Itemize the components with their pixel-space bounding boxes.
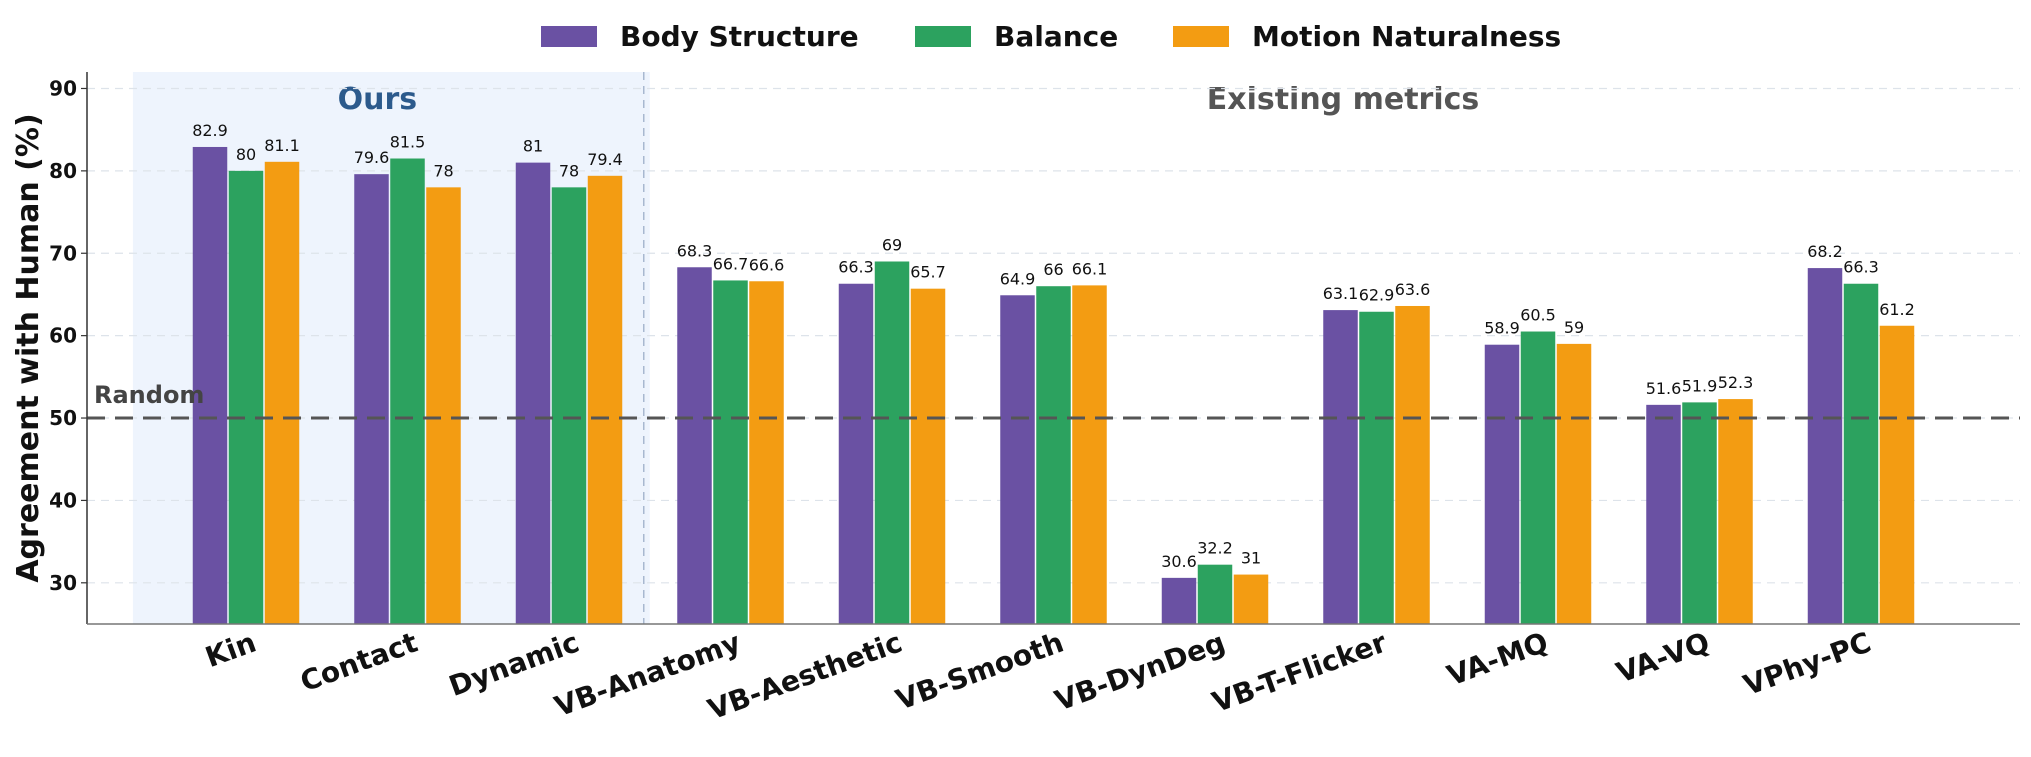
- x-category-label: VB-Smooth: [891, 626, 1067, 717]
- data-label: 31: [1241, 549, 1261, 568]
- x-category-label: VA-VQ: [1612, 626, 1714, 690]
- data-label: 66.3: [1843, 258, 1879, 277]
- x-category-label: VB-T-Flicker: [1208, 626, 1391, 720]
- bar: [1879, 325, 1915, 624]
- data-label: 78: [559, 161, 579, 180]
- data-label: 59: [1564, 318, 1584, 337]
- y-tick-label: 70: [49, 241, 77, 265]
- data-label: 66.3: [838, 258, 874, 277]
- legend-layer: Body Structure Balance Motion Naturalness: [541, 20, 1561, 53]
- bar: [192, 146, 228, 624]
- bar: [713, 280, 748, 624]
- bar: [228, 170, 264, 625]
- bar: [1233, 574, 1269, 624]
- y-axis-title: Agreement with Human (%): [11, 113, 46, 582]
- y-tick-label: 30: [49, 571, 77, 595]
- data-label: 63.6: [1395, 280, 1431, 299]
- bar: [1556, 343, 1592, 624]
- data-label: 68.2: [1807, 242, 1843, 261]
- bar: [1484, 344, 1520, 624]
- data-label: 66.7: [713, 254, 749, 273]
- data-label: 58.9: [1484, 319, 1520, 338]
- data-label: 65.7: [910, 263, 946, 282]
- legend-swatch: [915, 26, 971, 47]
- data-label: 81.1: [264, 136, 300, 155]
- data-label: 68.3: [677, 241, 713, 260]
- bar: [749, 281, 784, 624]
- bar: [354, 174, 389, 624]
- x-category-label: Contact: [296, 626, 422, 699]
- data-label: 82.9: [192, 121, 228, 140]
- existing-region-label: Existing metrics: [1207, 82, 1480, 117]
- bar: [587, 175, 623, 624]
- x-category-label: Kin: [201, 626, 260, 675]
- bar: [1520, 331, 1556, 624]
- legend-label: Motion Naturalness: [1252, 20, 1561, 53]
- bar: [1323, 310, 1358, 624]
- data-label: 63.1: [1323, 284, 1359, 303]
- bar: [1072, 285, 1107, 624]
- data-label: 81.5: [390, 133, 426, 152]
- legend-label: Body Structure: [620, 20, 859, 53]
- data-label: 64.9: [1000, 269, 1036, 288]
- x-category-label: VPhy-PC: [1739, 626, 1875, 703]
- ours-region-label: Ours: [338, 82, 418, 117]
- bar: [426, 187, 461, 625]
- regions-layer: Ours Existing metrics: [132, 72, 1480, 624]
- y-tick-label: 50: [49, 406, 77, 430]
- data-label: 51.6: [1646, 379, 1682, 398]
- data-label: 51.9: [1682, 376, 1718, 395]
- bars-layer: [192, 146, 1915, 625]
- bar: [551, 187, 587, 625]
- bar: [1395, 305, 1430, 624]
- y-tick-label: 60: [49, 324, 77, 348]
- bar: [1197, 564, 1233, 624]
- labels-layer: 82.9 79.6 81 68.3 66.3 64.9 30.6 63.1 58.9 51.6 68…: [87, 121, 2020, 571]
- bar: [390, 158, 425, 625]
- bar: [1161, 577, 1197, 624]
- data-label: 80: [236, 145, 256, 164]
- data-label: 30.6: [1161, 552, 1197, 571]
- data-label: 52.3: [1718, 373, 1754, 392]
- bar: [264, 161, 300, 624]
- x-category-label: VA-MQ: [1443, 626, 1553, 693]
- bar: [874, 261, 910, 624]
- data-label: 61.2: [1879, 300, 1915, 319]
- legend-swatch: [541, 26, 597, 47]
- legend-label: Balance: [994, 20, 1118, 53]
- data-label: 62.9: [1359, 286, 1395, 305]
- data-label: 69: [882, 235, 902, 254]
- data-label: 79.4: [587, 150, 623, 169]
- bar: [1843, 283, 1879, 624]
- bar: [1646, 404, 1681, 624]
- bar: [1359, 311, 1394, 624]
- y-tick-label: 40: [49, 488, 77, 512]
- bar: [515, 162, 551, 624]
- data-label: 66: [1043, 260, 1063, 279]
- bar: [838, 283, 874, 624]
- bar: [1807, 268, 1843, 624]
- bar: [1718, 399, 1753, 624]
- bar: [1036, 286, 1071, 624]
- bar: [677, 267, 712, 624]
- legend-swatch: [1173, 26, 1229, 47]
- x-category-label: VB-DynDeg: [1051, 626, 1230, 718]
- bar: [910, 288, 946, 624]
- random-reference-label: Random: [94, 381, 204, 409]
- bar: [1682, 402, 1717, 624]
- data-label: 81: [523, 137, 543, 156]
- y-tick-label: 80: [49, 159, 77, 183]
- data-label: 66.6: [749, 255, 785, 274]
- data-label: 32.2: [1197, 539, 1233, 558]
- y-tick-label: 90: [49, 76, 77, 100]
- data-label: 78: [433, 161, 453, 180]
- data-label: 79.6: [354, 148, 390, 167]
- bar: [1000, 295, 1035, 624]
- data-label: 66.1: [1072, 259, 1108, 278]
- data-label: 60.5: [1520, 306, 1556, 325]
